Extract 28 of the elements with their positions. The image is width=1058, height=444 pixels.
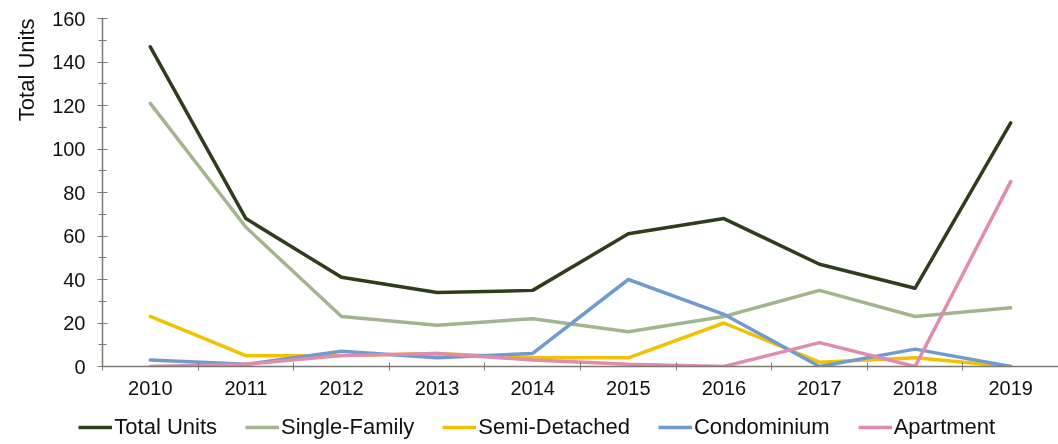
x-tick-label: 2014: [510, 376, 555, 399]
x-tick-label: 2011: [224, 376, 268, 399]
legend-label: Apartment: [893, 414, 996, 440]
y-tick-label: 140: [52, 51, 86, 73]
line-series: [148, 179, 1013, 367]
y-tick-label: 40: [63, 268, 86, 291]
x-tick-label: 2010: [128, 376, 173, 399]
legend-label: Semi-Detached: [478, 414, 630, 440]
line-series: [148, 45, 1013, 295]
line-series: [148, 101, 1013, 334]
y-tick-label: 160: [52, 7, 86, 30]
x-tick-label: 2018: [892, 376, 938, 399]
x-tick-label: 2012: [319, 376, 364, 399]
y-tick-label: 20: [63, 312, 86, 334]
y-tick-label: 100: [52, 138, 86, 160]
x-tick-label: 2019: [988, 376, 1033, 399]
legend-label: Condominium: [693, 414, 830, 440]
y-axis-title: Total Units: [13, 18, 39, 122]
y-tick-label: 80: [63, 181, 86, 204]
x-tick-label: 2013: [414, 376, 460, 399]
x-tick-label: 2016: [701, 376, 747, 399]
legend-label: Total Units: [114, 414, 218, 440]
y-tick-label: 0: [74, 355, 86, 378]
legend-label: Single-Family: [281, 414, 415, 440]
x-tick-label: 2015: [606, 376, 651, 399]
y-tick-label: 60: [63, 225, 86, 247]
x-tick-label: 2017: [797, 376, 842, 399]
y-tick-label: 120: [52, 94, 86, 117]
